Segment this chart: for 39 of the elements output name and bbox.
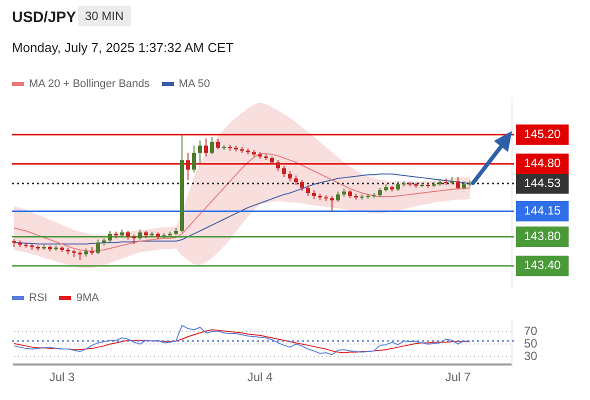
- chart-subtitle: Monday, July 7, 2025 1:37:32 AM CET: [12, 40, 234, 55]
- x-tick-label: Jul 7: [445, 370, 471, 384]
- candlestick: [192, 145, 196, 174]
- candlestick: [210, 136, 214, 155]
- candlestick: [366, 193, 370, 200]
- y-tick-label: 144.53: [524, 176, 562, 190]
- y-tick-label: 144.15: [524, 204, 562, 218]
- candlestick: [108, 230, 112, 244]
- x-tick-label: Jul 3: [49, 370, 75, 384]
- y-tick-label: 144.80: [524, 156, 562, 170]
- candlestick: [396, 180, 400, 192]
- legend-label: 9MA: [76, 292, 99, 304]
- y-tick-label: 30: [524, 348, 538, 363]
- candlestick: [96, 239, 100, 255]
- legend-label: RSI: [29, 292, 48, 304]
- candlestick: [204, 138, 208, 158]
- candlestick: [138, 228, 142, 240]
- y-tick-label: 50: [524, 336, 538, 350]
- x-tick-label: Jul 4: [247, 370, 273, 384]
- candlestick: [276, 160, 280, 172]
- y-tick-label: 70: [524, 324, 538, 338]
- candlestick: [336, 191, 340, 202]
- candlestick: [330, 195, 334, 212]
- candlestick: [186, 152, 190, 180]
- candlestick: [306, 185, 310, 196]
- candlestick: [288, 170, 292, 182]
- candlestick: [294, 175, 298, 186]
- y-tick-label: 143.40: [524, 258, 562, 272]
- legend-label: MA 20 + Bollinger Bands: [29, 78, 150, 90]
- candlestick: [456, 176, 460, 190]
- candlestick: [300, 179, 304, 192]
- text: 30 MIN: [78, 6, 131, 26]
- candlestick: [198, 140, 202, 164]
- legend-label: MA 50: [178, 78, 210, 90]
- candlestick: [216, 138, 220, 150]
- y-tick-label: 145.20: [524, 126, 562, 141]
- candlestick: [282, 166, 286, 178]
- chart-title: USD/JPY: [12, 9, 76, 26]
- y-tick-label: 143.80: [524, 229, 562, 244]
